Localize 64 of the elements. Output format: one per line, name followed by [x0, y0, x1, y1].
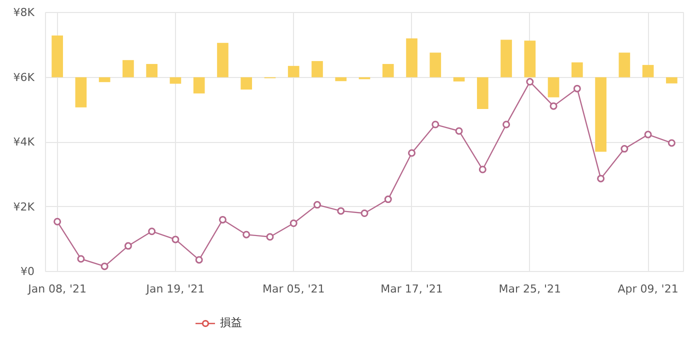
point — [172, 236, 180, 244]
y-tick-label: ¥0 — [20, 265, 35, 278]
bar — [476, 77, 488, 109]
bar — [193, 77, 205, 94]
point — [408, 149, 416, 157]
point — [290, 220, 298, 228]
point — [242, 230, 250, 238]
bar — [571, 62, 583, 78]
bar — [430, 52, 442, 78]
point — [668, 139, 676, 147]
bar — [382, 64, 394, 78]
x-tick-label: Mar 25, '21 — [498, 282, 562, 296]
point — [620, 145, 628, 153]
bar — [170, 77, 182, 84]
point — [550, 102, 558, 110]
bar — [453, 77, 465, 82]
point — [526, 78, 534, 86]
point — [573, 84, 581, 92]
x-tick-label: Mar 05, '21 — [262, 282, 325, 296]
y-tick-label: ¥4K — [13, 136, 36, 148]
point — [337, 207, 345, 215]
bar — [75, 77, 87, 108]
point — [124, 242, 132, 250]
y-tick-label: ¥2K — [13, 200, 36, 214]
bar — [548, 77, 560, 98]
point — [455, 127, 463, 135]
point — [432, 120, 440, 128]
point — [266, 233, 274, 241]
point — [195, 256, 203, 264]
bar — [595, 77, 606, 152]
bar — [524, 40, 536, 78]
point — [478, 166, 486, 174]
bar — [52, 35, 63, 78]
bar — [217, 42, 228, 78]
bar — [666, 77, 678, 84]
bar — [240, 77, 252, 90]
point — [644, 130, 652, 138]
bar — [500, 40, 512, 78]
bar — [98, 77, 110, 82]
point — [54, 218, 62, 226]
y-tick-label: ¥8K — [13, 6, 36, 19]
point — [597, 174, 605, 182]
bar — [335, 77, 347, 82]
x-tick-label: Mar 17, '21 — [380, 282, 443, 296]
bar — [618, 52, 630, 78]
point — [384, 196, 392, 204]
point — [502, 120, 510, 128]
x-tick-label: Jan 08, '21 — [27, 282, 87, 296]
bar — [122, 60, 134, 78]
bar — [288, 66, 300, 78]
bar — [312, 61, 323, 78]
x-tick-label: Jan 19, '21 — [145, 282, 205, 296]
point — [218, 216, 226, 224]
bar — [406, 38, 418, 78]
point — [77, 255, 85, 263]
point — [148, 228, 156, 236]
legend-label: 損益 — [220, 315, 242, 330]
bar — [146, 64, 158, 78]
point — [100, 262, 108, 270]
x-tick-label: Apr 09, '21 — [618, 282, 678, 296]
y-tick-label: ¥6K — [13, 70, 36, 84]
bar — [642, 64, 654, 78]
point — [360, 209, 368, 217]
point — [313, 201, 321, 209]
